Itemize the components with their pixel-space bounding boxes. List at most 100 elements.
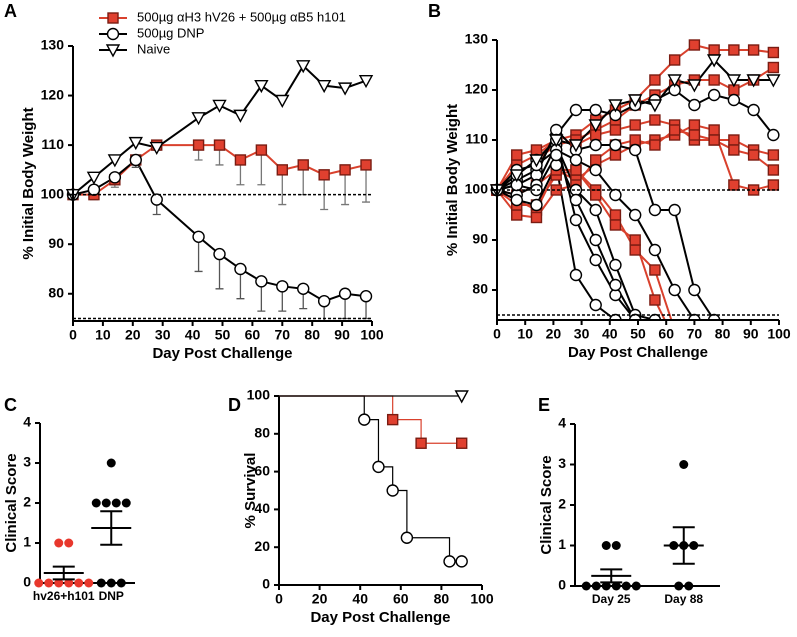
marker: [668, 203, 681, 217]
data-point: [54, 538, 64, 548]
y-tick-label: 20: [254, 538, 270, 554]
marker: [589, 163, 602, 177]
marker: [372, 460, 385, 474]
marker: [688, 119, 701, 131]
marker: [213, 247, 226, 261]
y-tick-label: 90: [48, 235, 64, 251]
marker: [649, 74, 661, 86]
marker: [569, 193, 583, 207]
y-tick-label: 80: [48, 284, 64, 300]
x-tick-label: 70: [275, 327, 291, 343]
marker: [589, 233, 602, 247]
marker: [727, 93, 741, 107]
marker: [747, 103, 760, 117]
marker: [192, 139, 205, 151]
data-point: [684, 581, 694, 591]
marker: [708, 134, 720, 146]
error-bar: [278, 169, 287, 206]
marker: [648, 203, 662, 217]
data-point: [64, 538, 74, 548]
x-axis-title: Day Post Challenge: [568, 344, 708, 361]
y-tick-label: 80: [254, 425, 270, 441]
marker: [569, 268, 583, 282]
y-tick-label: 0: [558, 577, 566, 593]
x-tick-label: Day 25: [592, 592, 631, 606]
x-tick-label: 100: [360, 327, 384, 343]
x-tick-label: 20: [312, 591, 328, 607]
x-axis-title: Day Post Challenge: [310, 609, 450, 626]
marker: [107, 154, 123, 168]
y-tick-label: 110: [41, 136, 64, 152]
marker: [339, 164, 351, 176]
panel-label: E: [538, 395, 550, 415]
marker: [455, 555, 468, 568]
error-bar: [341, 169, 350, 206]
x-tick-label: 90: [743, 326, 759, 342]
marker: [530, 144, 543, 156]
marker: [590, 189, 602, 201]
data-point: [91, 498, 101, 508]
marker: [728, 44, 740, 56]
marker: [509, 169, 524, 183]
marker: [687, 79, 702, 93]
marker: [415, 437, 427, 449]
marker: [386, 484, 399, 497]
marker: [746, 74, 761, 88]
x-tick-label: 0: [275, 591, 283, 607]
x-tick-label: 50: [215, 327, 231, 343]
marker: [707, 88, 721, 102]
marker: [316, 79, 332, 94]
marker: [767, 61, 780, 74]
marker: [255, 275, 268, 288]
data-point: [84, 578, 94, 588]
marker: [105, 44, 121, 58]
marker: [400, 531, 414, 544]
data-point: [74, 578, 84, 588]
marker: [212, 99, 227, 113]
x-tick-label: 80: [434, 591, 450, 607]
marker: [443, 555, 456, 568]
marker: [629, 119, 641, 131]
x-tick-label: 100: [767, 326, 791, 342]
marker: [649, 139, 661, 151]
marker: [456, 437, 468, 449]
marker: [255, 144, 268, 156]
data-point: [96, 578, 106, 588]
x-tick-label: 70: [687, 326, 703, 342]
error-bar: [362, 164, 371, 203]
x-tick-label: 40: [185, 327, 201, 343]
marker: [191, 112, 206, 126]
marker: [767, 128, 780, 142]
y-tick-label: 100: [465, 181, 489, 197]
x-tick-label: 80: [304, 327, 320, 343]
x-tick-label: 30: [574, 326, 590, 342]
data-point: [581, 581, 591, 591]
marker: [589, 103, 602, 117]
marker: [767, 46, 780, 59]
marker: [766, 74, 781, 88]
data-point: [611, 581, 621, 591]
legend-label: Naive: [137, 41, 170, 56]
marker: [589, 203, 602, 217]
y-tick-label: 40: [254, 500, 270, 516]
x-tick-label: hv26+h101: [33, 589, 95, 603]
y-tick-label: 130: [465, 31, 489, 47]
data-point: [64, 578, 74, 588]
y-axis-title: Clinical Score: [3, 453, 20, 552]
sem-bar: [100, 510, 123, 546]
x-tick-label: 10: [95, 327, 111, 343]
y-tick-label: 1: [558, 536, 566, 552]
y-tick-label: 3: [558, 455, 566, 471]
y-tick-label: 0: [262, 576, 270, 592]
marker: [511, 209, 523, 221]
y-tick-label: 4: [558, 415, 566, 431]
data-point: [106, 578, 116, 588]
marker: [296, 60, 311, 74]
sem-bar: [600, 568, 623, 584]
marker: [128, 136, 143, 151]
marker: [649, 114, 661, 126]
x-tick-label: 40: [352, 591, 368, 607]
x-tick-label: 0: [493, 326, 501, 342]
marker: [569, 103, 583, 117]
